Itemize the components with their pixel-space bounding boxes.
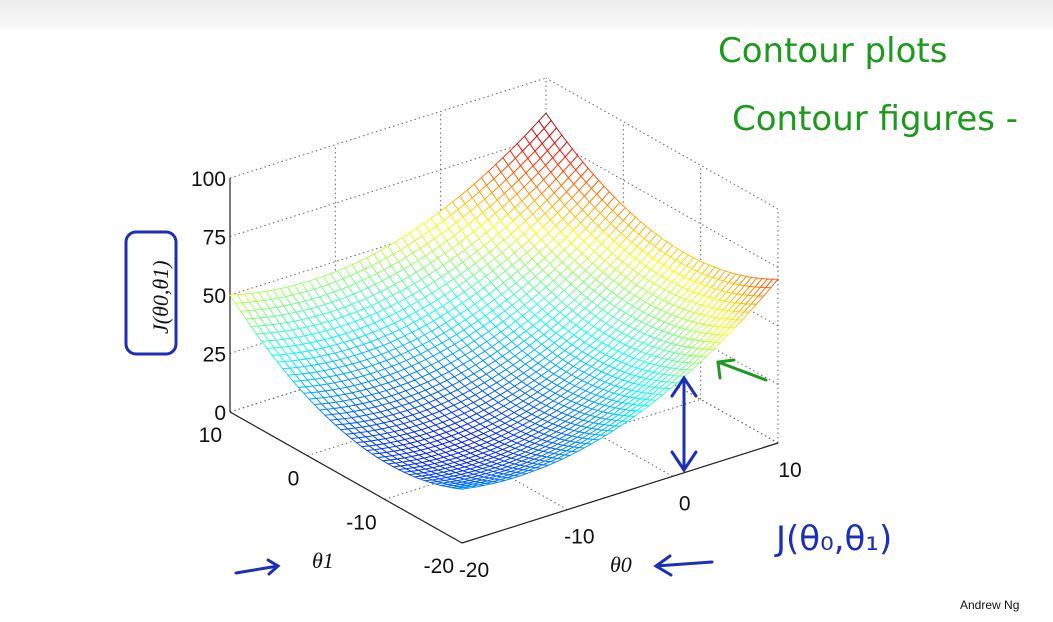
y-tick-label: -20 (424, 555, 454, 578)
surface-cell (456, 487, 470, 490)
surface-mesh (229, 112, 779, 490)
z-tick-label: 0 (214, 402, 226, 425)
credit-text: Andrew Ng (960, 598, 1020, 612)
window-top-bar (0, 0, 1053, 34)
y-tick-label: -10 (346, 511, 376, 534)
x-tick-label: 0 (679, 492, 691, 515)
z-tick-label: 50 (203, 285, 226, 308)
z-tick-label: 100 (191, 168, 226, 191)
wall-grid-line (229, 136, 547, 237)
x-tick-label: -20 (459, 559, 489, 582)
z-label-circle-annotation (124, 230, 178, 356)
x-tick-label: 10 (778, 459, 801, 482)
y-tick-label: 10 (199, 424, 222, 447)
green-arrow-annotation (716, 358, 768, 382)
theta0-arrow-annotation (653, 554, 714, 577)
wall-grid-line (229, 77, 547, 179)
x-tick-label: -10 (564, 526, 594, 549)
z-axis-label: J(θ0,θ1) (148, 260, 173, 334)
theta1-axis-label: θ1 (312, 548, 334, 573)
wall-grid-line (229, 311, 547, 413)
z-tick-label: 75 (203, 227, 226, 250)
y-axis-line (229, 411, 463, 544)
annotation-contour-figures: Contour figures - (732, 99, 1018, 139)
wall-grid-line (229, 194, 547, 296)
theta0-axis-label: θ0 (610, 552, 632, 577)
x-axis-line (461, 442, 779, 544)
annotation-contour-plots: Contour plots (718, 31, 947, 71)
z-tick-label: 25 (203, 344, 226, 367)
double-arrow-annotation (670, 375, 698, 473)
annotation-j-formula: J(θ₀,θ₁) (774, 519, 892, 559)
theta1-arrow-annotation (234, 558, 281, 576)
y-tick-label: 0 (288, 468, 300, 491)
